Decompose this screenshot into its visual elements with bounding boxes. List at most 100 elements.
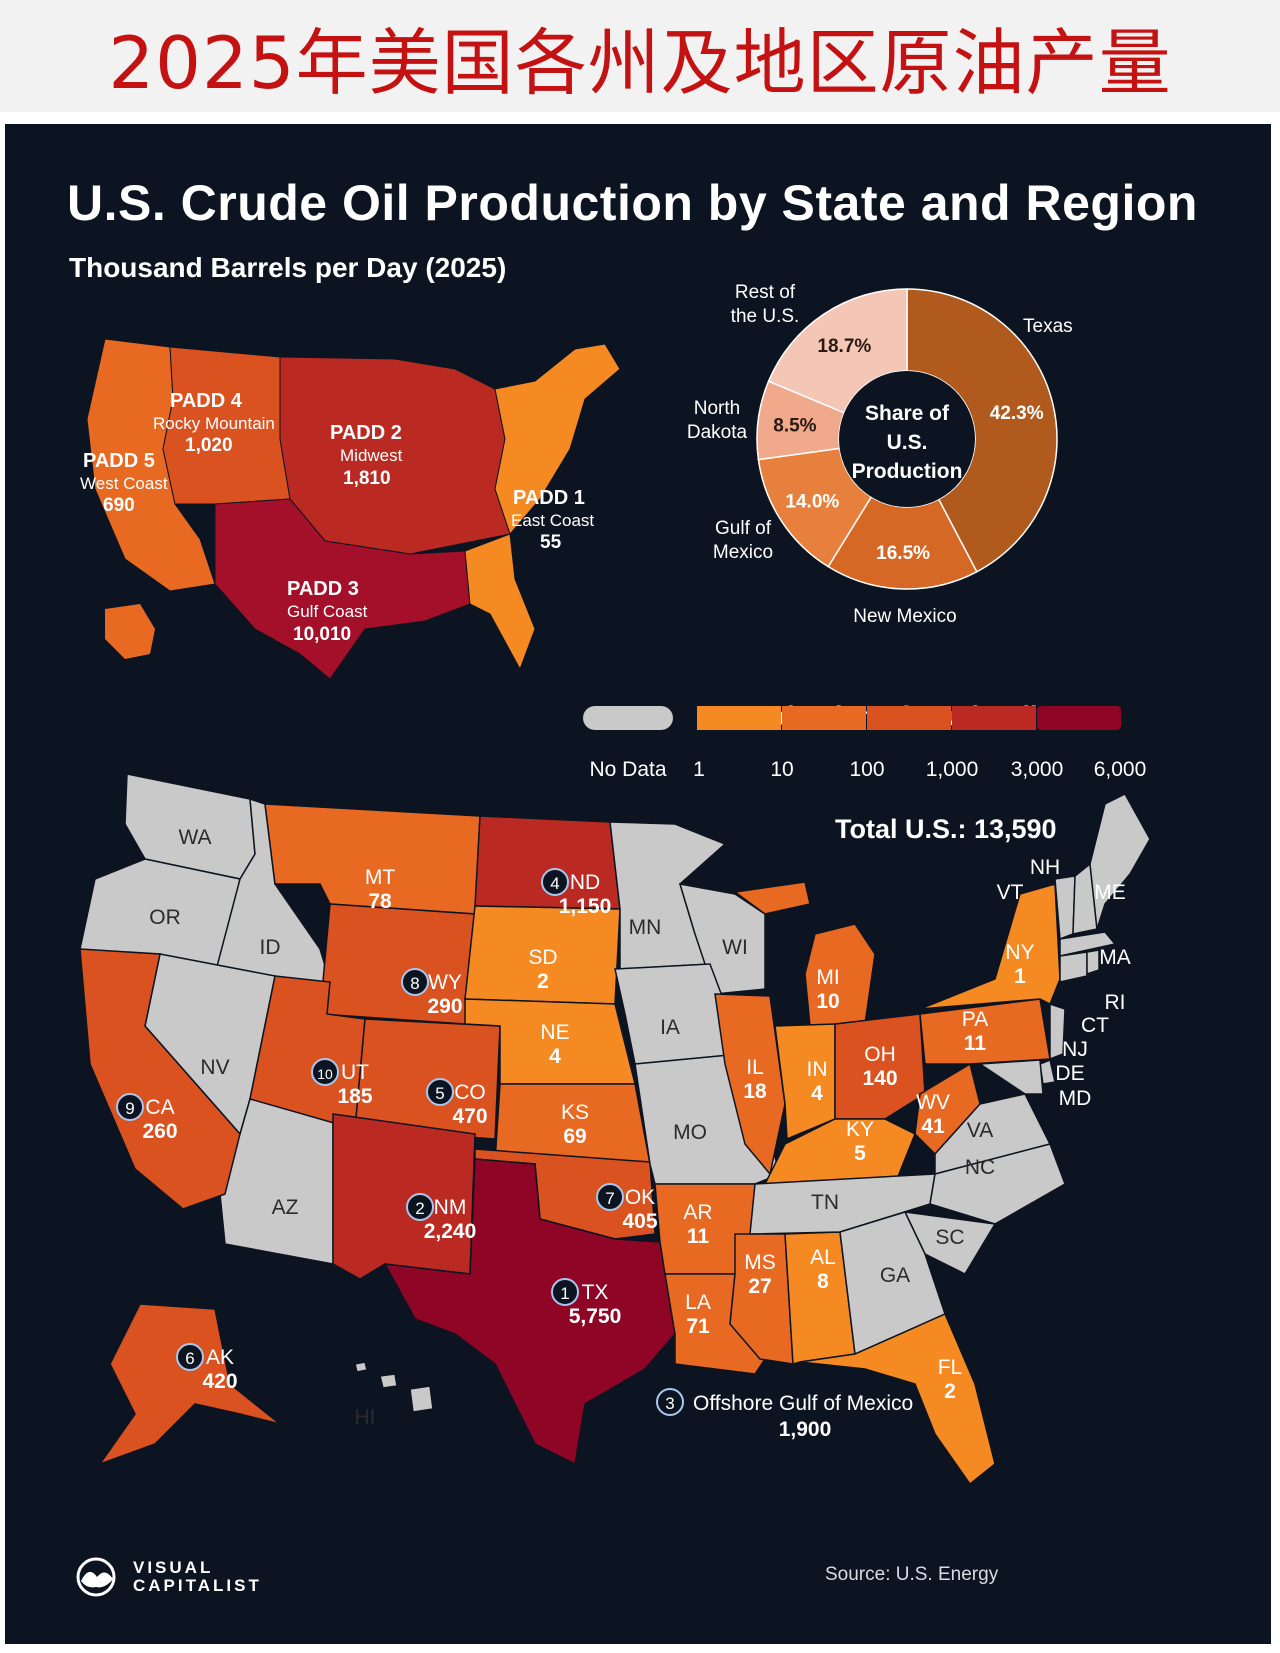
state-label-sd: SD [528,946,557,969]
state-value-la: 71 [686,1315,710,1338]
padd-5-region-label: West Coast [80,474,168,493]
state-label-vt: VT [997,881,1024,904]
padd-1-region [464,343,621,671]
state-label-ok: OK [625,1186,655,1209]
state-value-wv: 41 [921,1115,945,1138]
state-label-de: DE [1055,1062,1084,1085]
state-value-ut: 185 [337,1085,372,1108]
padd-3-region [214,498,471,680]
state-label-pa: PA [962,1008,988,1031]
legend-tick-10: 10 [770,758,793,781]
donut-center-line2: U.S. [887,431,928,454]
donut-label-texas: Texas [1023,316,1073,337]
legend-tick-1: 1 [693,758,705,781]
logo-mark-icon [67,1557,125,1597]
state-label-al: AL [810,1246,836,1269]
legend-no-data-swatch [583,706,673,730]
state-label-or: OR [149,906,181,929]
state-fl [799,1313,996,1486]
state-md [977,1059,1044,1095]
state-hi [354,1361,434,1413]
state-label-mo: MO [673,1121,707,1144]
state-label-in: IN [807,1058,828,1081]
state-value-ne: 4 [549,1045,561,1068]
state-label-nd: ND [570,871,600,894]
rank-badge-ok [596,1183,624,1211]
state-label-me: ME [1094,881,1126,904]
legend-swatch-3 [867,706,951,730]
state-value-pa: 11 [964,1032,987,1055]
infographic-panel: U.S. Crude Oil Production by State and R… [5,124,1271,1644]
legend-swatch-4 [952,706,1036,730]
state-label-wa: WA [178,826,211,849]
donut-center-line1: Share of [865,402,950,425]
donut-slice-4 [767,288,908,414]
state-label-oh: OH [864,1043,896,1066]
rank-badge-tx [551,1278,579,1306]
visual-capitalist-logo: VISUAL CAPITALIST [67,1557,262,1597]
rank-badge-ca [116,1093,144,1121]
state-value-tx: 5,750 [569,1305,622,1328]
rank-badge-nm [406,1193,434,1221]
padd-4-name: PADD 4 [170,390,243,412]
state-value-ak: 420 [202,1370,237,1393]
donut-label-new-mexico: New Mexico [853,606,956,627]
state-ga [839,1211,946,1356]
state-me [1089,793,1151,930]
state-label-md: MD [1059,1087,1092,1110]
padd-3-name: PADD 3 [287,578,359,600]
state-value-mt: 78 [368,890,392,913]
padd-2-value: 1,810 [343,468,391,489]
state-label-ut: UT [341,1061,369,1084]
rank-badge-wy [401,968,429,996]
donut-label-rest-2: the U.S. [731,306,800,327]
state-value-ky: 5 [854,1142,866,1165]
offshore-value: 1,900 [779,1418,832,1441]
state-label-nv: NV [200,1056,229,1079]
rank-badge-ut [311,1058,339,1086]
padd-1-value: 55 [540,532,562,553]
donut-label-rest-1: Rest of [735,282,796,303]
logo-line2: CAPITALIST [133,1576,262,1595]
padd-alaska-region [105,604,155,659]
state-ak [98,1303,281,1466]
padd-1-region-label: East Coast [511,511,594,530]
state-ma [1059,931,1117,957]
state-label-nj: NJ [1062,1038,1088,1061]
state-label-id: ID [260,936,281,959]
state-label-ga: GA [880,1264,910,1287]
state-value-ms: 27 [748,1275,771,1298]
state-value-fl: 2 [944,1380,956,1403]
donut-slice-label-1: 16.5% [876,543,930,564]
padd-1-name: PADD 1 [513,487,585,509]
state-value-oh: 140 [862,1067,897,1090]
state-label-az: AZ [272,1196,299,1219]
state-label-ar: AR [683,1201,712,1224]
state-label-ma: MA [1099,946,1131,969]
state-value-ar: 11 [687,1225,710,1248]
state-value-ny: 1 [1014,965,1026,988]
rank-number-wy: 8 [410,974,419,993]
state-value-in: 4 [811,1082,823,1105]
state-map: WA OR ID NV AZ MN WI IA MO TN NC SC GA VA ME NH VT MA RICT… [79,773,1151,1486]
rank-number-ca: 9 [125,1099,134,1118]
share-donut-chart: 42.3% 16.5% 14.0% 8.5% 18.7% Share of U.S. P… [687,282,1073,627]
legend-tick-6000: 6,000 [1094,758,1147,781]
rank-badge-co [426,1078,454,1106]
legend-tick-1000: 1,000 [926,758,979,781]
state-value-mi: 10 [816,990,839,1013]
state-ny [919,883,1061,1010]
state-ca [79,948,241,1210]
state-value-al: 8 [817,1270,829,1293]
rank-number-nd: 4 [550,874,559,893]
state-label-nh: NH [1030,856,1060,879]
state-label-fl: FL [938,1356,963,1379]
rank-number-ak: 6 [185,1349,194,1368]
state-label-ne: NE [540,1021,569,1044]
state-label-ca: CA [145,1096,174,1119]
state-value-ok: 405 [622,1210,657,1233]
rank-number-tx: 1 [560,1284,569,1303]
rank-number-nm: 2 [415,1199,424,1218]
color-legend: No Data 1 10 100 1,000 3,000 6,000 [583,706,1147,781]
donut-center-line3: Production [852,460,963,483]
